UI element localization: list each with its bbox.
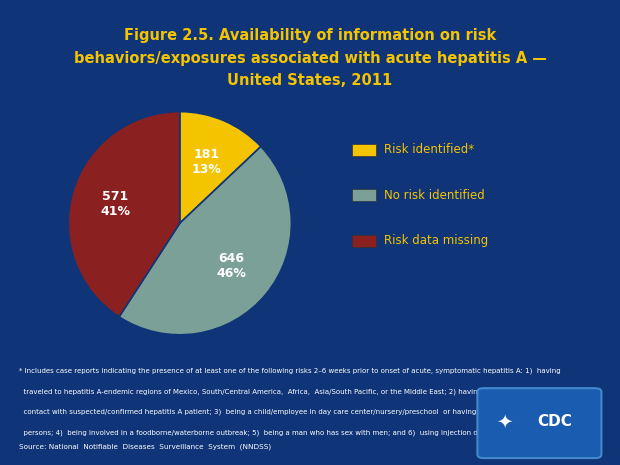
Wedge shape bbox=[119, 146, 291, 335]
Text: behaviors/exposures associated with acute hepatitis A —: behaviors/exposures associated with acut… bbox=[74, 51, 546, 66]
FancyBboxPatch shape bbox=[477, 388, 601, 458]
Text: United States, 2011: United States, 2011 bbox=[228, 73, 392, 87]
Text: No risk identified: No risk identified bbox=[384, 189, 484, 202]
Text: * Includes case reports indicating the presence of at least one of the following: * Includes case reports indicating the p… bbox=[19, 368, 560, 374]
Bar bbox=[352, 235, 376, 247]
Text: Risk identified*: Risk identified* bbox=[384, 143, 474, 156]
Bar bbox=[352, 144, 376, 156]
Text: Source: National  Notifiable  Diseases  Surveillance  System  (NNDSS): Source: National Notifiable Diseases Sur… bbox=[19, 443, 271, 450]
Text: contact with suspected/confirmed hepatitis A patient; 3)  being a child/employee: contact with suspected/confirmed hepatit… bbox=[19, 409, 556, 415]
Text: Risk data missing: Risk data missing bbox=[384, 234, 488, 247]
Text: 181
13%: 181 13% bbox=[192, 148, 221, 176]
Text: CDC: CDC bbox=[537, 414, 572, 429]
Text: traveled to hepatitis A-endemic regions of Mexico, South/Central America,  Afric: traveled to hepatitis A-endemic regions … bbox=[19, 388, 575, 395]
Text: Figure 2.5. Availability of information on risk: Figure 2.5. Availability of information … bbox=[124, 28, 496, 43]
Text: 646
46%: 646 46% bbox=[216, 252, 246, 280]
Text: persons; 4)  being involved in a foodborne/waterborne outbreak; 5)  being a man : persons; 4) being involved in a foodborn… bbox=[19, 429, 495, 436]
Text: 571
41%: 571 41% bbox=[100, 190, 131, 218]
Wedge shape bbox=[68, 112, 180, 317]
Bar bbox=[352, 189, 376, 201]
Text: ✦: ✦ bbox=[497, 412, 513, 431]
Wedge shape bbox=[180, 112, 261, 223]
